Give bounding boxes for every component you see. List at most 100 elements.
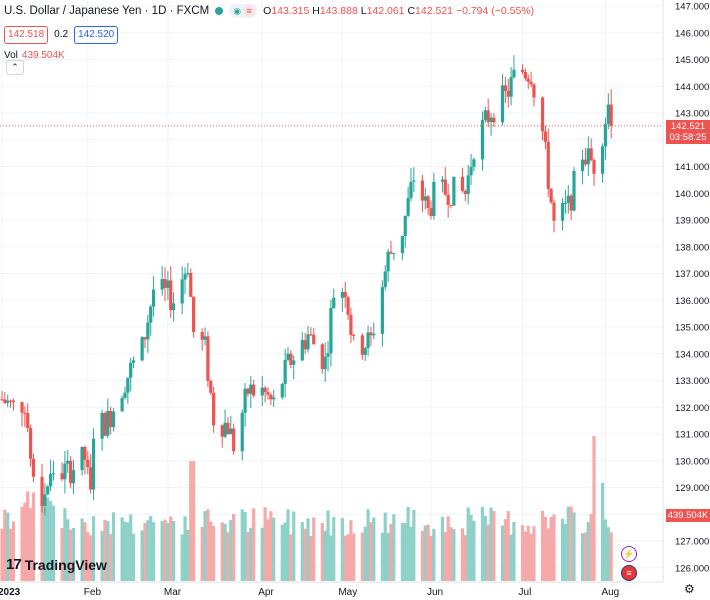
candle-body	[186, 272, 190, 275]
tradingview-logo-text: TradingView	[24, 556, 107, 573]
candle-body	[286, 353, 290, 361]
price-axis[interactable]: 147.000 146.000 145.000 144.000 143.000 141.0…	[662, 0, 709, 582]
candle-body	[123, 392, 127, 398]
candle-body	[306, 334, 310, 350]
volume-bar	[592, 436, 596, 581]
candle-body	[332, 297, 336, 309]
candle-body	[446, 194, 450, 205]
volume-bar	[546, 528, 550, 581]
candle-body	[540, 97, 545, 132]
volume-bar	[520, 525, 525, 581]
volume-bar	[460, 528, 465, 581]
candle-body	[400, 235, 404, 254]
market-status-icon[interactable]	[215, 7, 224, 15]
volume-bar	[392, 514, 396, 581]
volume-bar	[169, 516, 173, 581]
volume-bar	[389, 524, 393, 581]
candle-body	[523, 71, 527, 79]
candle-body	[601, 146, 605, 174]
symbol-title[interactable]: U.S. Dollar / Japanese Yen · 1D · FXCM	[4, 5, 210, 17]
candle-body	[403, 215, 407, 236]
candle-body	[409, 181, 413, 199]
volume-bar	[46, 497, 50, 581]
time-tick-label: 2023	[0, 587, 21, 598]
volume-bar	[429, 535, 433, 581]
volume-bar	[60, 527, 64, 581]
volume-bar	[103, 519, 107, 581]
volume-value: 439.504K	[21, 50, 65, 61]
volume-bar	[86, 532, 90, 581]
volume-bar	[503, 519, 507, 581]
indicator-toggle[interactable]: ◉ ≡	[229, 4, 258, 18]
us-flag-icon[interactable]: ≡	[621, 565, 637, 581]
tradingview-logo[interactable]: 17 TradingView	[6, 556, 107, 573]
candle-body	[203, 336, 207, 340]
collapse-legend-button[interactable]: ⌃	[6, 60, 24, 75]
volume-bar	[240, 509, 244, 581]
volume-bar	[303, 528, 307, 581]
volume-bar	[220, 522, 224, 581]
candle-body	[369, 332, 373, 336]
candlestick-series	[0, 55, 613, 516]
candle-body	[86, 459, 90, 468]
price-tick-label: 134.000	[675, 349, 709, 360]
menu-icon[interactable]: ≡	[243, 5, 256, 17]
sell-price-button[interactable]: 142.518	[4, 26, 49, 44]
candle-body	[80, 446, 84, 471]
candle-body	[483, 110, 487, 121]
gear-icon[interactable]: ⚙	[684, 582, 695, 596]
volume-bar	[472, 520, 476, 581]
candle-body	[560, 203, 565, 221]
price-tick-label: 136.000	[675, 296, 709, 307]
volume-label: Vol	[4, 50, 18, 61]
candle-body	[506, 90, 510, 97]
volume-bar	[129, 514, 133, 581]
volume-bar	[120, 517, 124, 581]
volume-bar	[426, 524, 430, 581]
candle-body	[151, 289, 156, 307]
volume-bar	[63, 508, 67, 581]
volume-bar	[160, 521, 164, 581]
volume-bar	[440, 516, 445, 581]
time-axis[interactable]: 2023 Feb Mar Apr May Jun Jul Aug	[0, 581, 663, 598]
volume-bar	[372, 517, 376, 581]
volume-bar	[349, 520, 353, 581]
volume-bar	[369, 522, 373, 581]
volume-bar	[543, 517, 547, 581]
tradingview-mark-icon: 17	[6, 556, 22, 573]
volume-bar	[563, 524, 568, 581]
candle-body	[40, 476, 44, 506]
candle-body	[303, 340, 307, 350]
eye-icon[interactable]: ◉	[233, 6, 242, 16]
volume-bar	[366, 509, 370, 581]
price-tick-label: 145.000	[675, 55, 709, 66]
volume-bar	[492, 511, 496, 581]
volume-bar	[11, 521, 16, 581]
candle-body	[420, 180, 425, 201]
candle-body	[226, 422, 230, 435]
volume-bar	[552, 514, 556, 581]
volume-bar	[206, 509, 210, 581]
volume-bar	[346, 534, 350, 581]
candle-body	[29, 428, 33, 459]
price-tick-label: 137.000	[675, 269, 709, 280]
volume-bar	[266, 519, 270, 581]
volume-bar	[289, 534, 293, 581]
candle-body	[452, 176, 456, 206]
volume-bar	[29, 507, 33, 581]
volume-bar	[609, 532, 613, 581]
candle-body	[603, 123, 608, 147]
candle-body	[583, 159, 588, 165]
volume-bar	[423, 525, 427, 581]
candle-body	[109, 410, 113, 428]
volume-bar	[352, 533, 356, 581]
buy-price-button[interactable]: 142.520	[74, 26, 119, 44]
candle-body	[60, 473, 64, 480]
candle-body	[586, 148, 590, 165]
candle-body	[432, 181, 436, 217]
lightning-icon[interactable]: ⚡	[621, 546, 637, 562]
volume-bar	[306, 518, 310, 581]
candle-body	[66, 460, 70, 464]
volume-bar	[40, 498, 44, 581]
